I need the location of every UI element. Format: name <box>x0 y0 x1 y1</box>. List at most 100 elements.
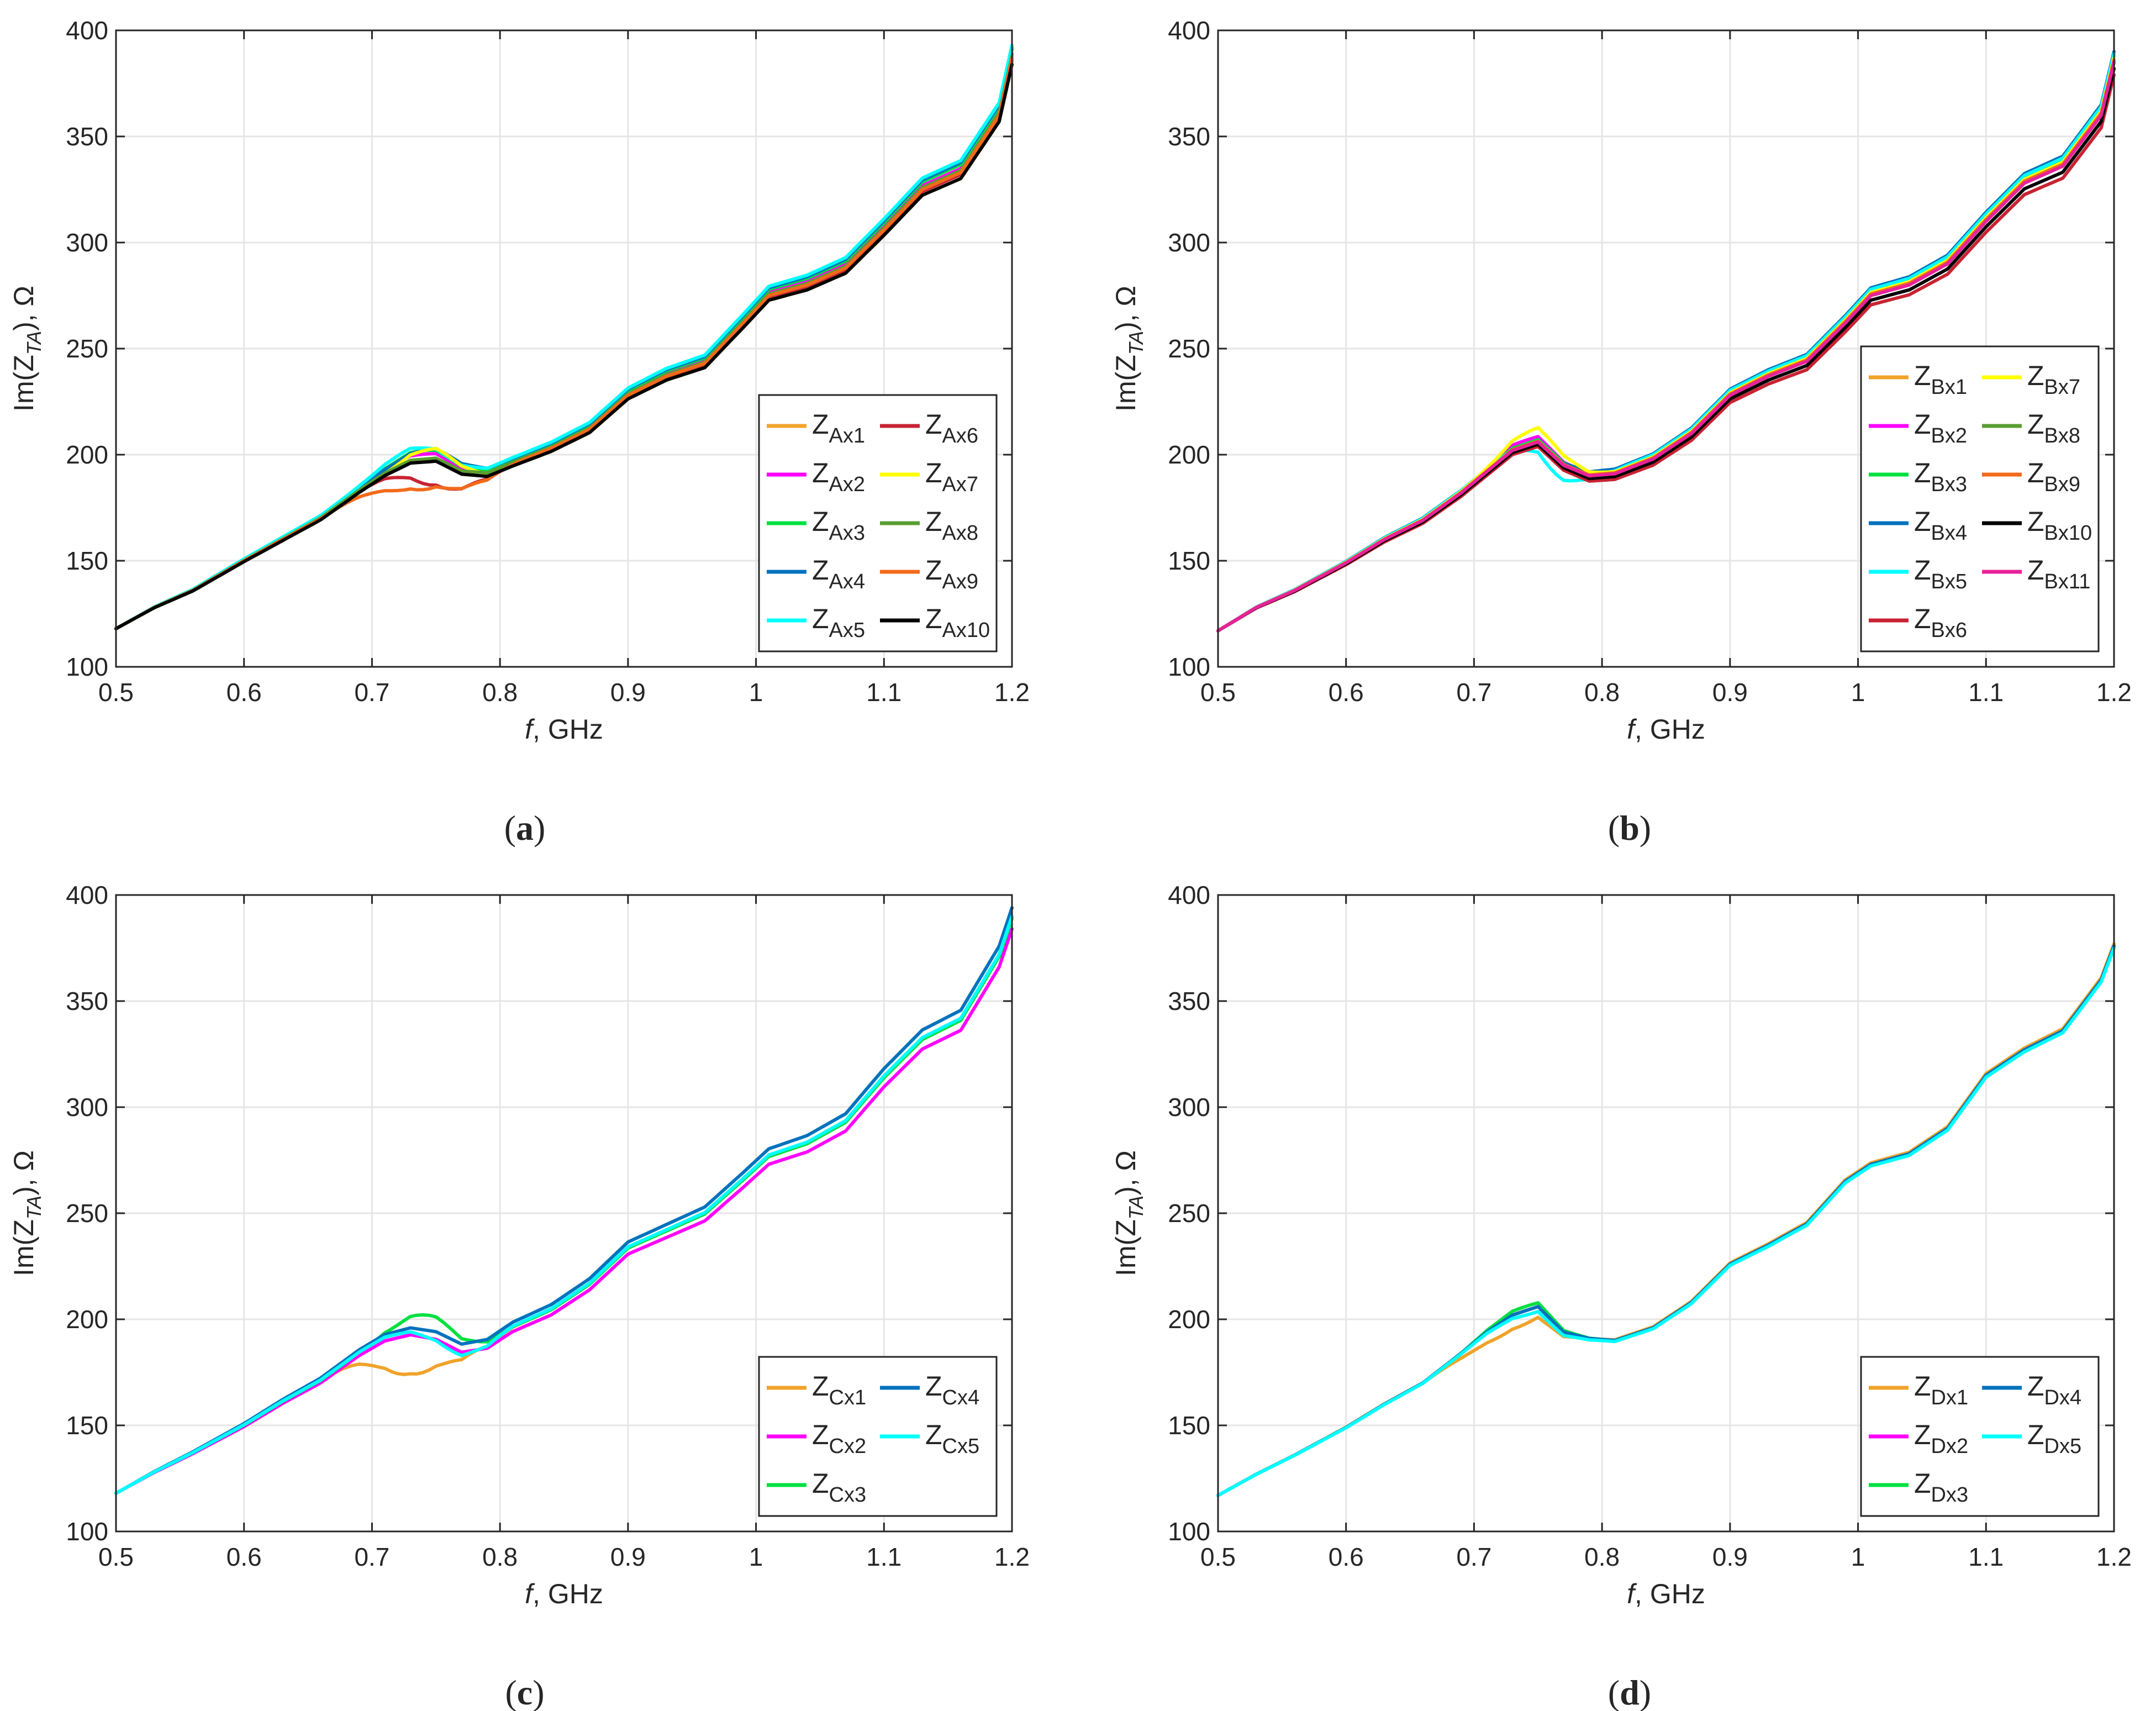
legend-label: ZDx2 <box>1914 1419 1968 1458</box>
legend-item: ZBx8 <box>1982 409 2080 448</box>
x-tick-label: 0.6 <box>226 1542 262 1571</box>
legend-label-sub: Cx2 <box>829 1435 867 1458</box>
legend-item: ZCx2 <box>767 1419 866 1458</box>
x-tick-label: 0.8 <box>482 1542 518 1571</box>
legend-label: ZDx4 <box>2027 1371 2081 1409</box>
x-tick-label: 1 <box>749 678 763 707</box>
x-tick-label: 1 <box>1851 678 1865 707</box>
legend-item: ZDx5 <box>1982 1419 2081 1458</box>
y-tick-label: 300 <box>66 228 108 257</box>
x-axis-label: f, GHz <box>1627 1578 1705 1609</box>
x-axis-label: f, GHz <box>1627 714 1705 745</box>
x-tick-label: 1.2 <box>2096 1542 2132 1571</box>
legend-label-main: Z <box>812 506 829 537</box>
legend-label: ZCx5 <box>925 1419 979 1458</box>
legend-label-main: Z <box>925 1419 942 1450</box>
legend-label-main: Z <box>925 506 942 537</box>
series-group <box>1216 50 2116 633</box>
legend-label-sub: Dx4 <box>2044 1386 2082 1409</box>
legend-item: ZCx4 <box>880 1371 979 1409</box>
legend-label: ZBx8 <box>2027 409 2080 448</box>
y-tick-label: 100 <box>66 652 108 681</box>
legend-label: ZCx2 <box>812 1419 866 1458</box>
x-tick-label: 0.6 <box>1329 1542 1364 1571</box>
legend-label-sub: Bx8 <box>2044 424 2080 448</box>
legend-label-sub: Ax5 <box>829 619 865 642</box>
legend-label: ZAx8 <box>925 506 978 545</box>
y-tick-label: 200 <box>1168 1305 1210 1334</box>
legend-label-main: Z <box>812 409 829 440</box>
legend-label-main: Z <box>1914 360 1931 391</box>
legend-label-sub: Bx9 <box>2044 473 2080 496</box>
legend-label-main: Z <box>812 603 829 634</box>
legend-label: ZAx3 <box>812 506 865 545</box>
caption-paren-open: ( <box>504 808 516 847</box>
y-tick-label: 100 <box>1168 652 1210 681</box>
caption-paren-close: ) <box>1640 808 1651 847</box>
legend-label-main: Z <box>2027 360 2044 391</box>
legend-item: ZAx10 <box>880 603 990 642</box>
legend-label-sub: Dx5 <box>2044 1435 2082 1458</box>
caption-paren-open: ( <box>1608 1673 1620 1711</box>
legend-label-main: Z <box>2027 1419 2044 1450</box>
x-tick-label: 0.9 <box>1712 678 1748 707</box>
legend-label-main: Z <box>2027 555 2044 586</box>
legend-label-sub: Ax6 <box>942 424 978 448</box>
legend-label: ZBx2 <box>1914 409 1967 448</box>
x-tick-label: 1 <box>749 1542 763 1571</box>
legend-label: ZBx3 <box>1914 457 1967 496</box>
caption-letter: c <box>517 1673 533 1711</box>
legend-item: ZBx1 <box>1869 360 1967 399</box>
x-axis-label: f, GHz <box>525 1578 603 1609</box>
legend-label-main: Z <box>925 555 942 586</box>
x-tick-label: 0.9 <box>610 1542 646 1571</box>
x-axis-label-unit: , GHz <box>533 714 603 745</box>
legend-label-main: Z <box>2027 1371 2044 1402</box>
legend-item: ZAx1 <box>767 409 865 448</box>
chart-panel-b: 0.5 0.6 0.7 0.8 0.9 1 1.1 1.2 100 150 200 250 300 350… <box>1110 16 2132 745</box>
x-tick-label: 1 <box>1851 1542 1865 1571</box>
legend-item: ZCx3 <box>767 1468 866 1507</box>
y-tick-label: 350 <box>66 987 108 1015</box>
legend-label-main: Z <box>812 555 829 586</box>
legend-item: ZAx4 <box>767 555 865 593</box>
y-tick-label: 250 <box>66 1199 108 1228</box>
legend: ZBx1ZBx2ZBx3ZBx4ZBx5ZBx6ZBx7ZBx8ZBx9ZBx1… <box>1860 345 2100 652</box>
legend-item: ZBx7 <box>1982 360 2080 399</box>
y-label-rest: ), Ω <box>8 1150 39 1196</box>
x-tick-label: 0.8 <box>482 678 518 707</box>
legend-label-sub: Ax8 <box>942 522 978 545</box>
series-group <box>114 43 1014 630</box>
legend-label-main: Z <box>1914 409 1931 440</box>
series-group <box>114 906 1014 1495</box>
x-tick-label: 0.8 <box>1584 1542 1620 1571</box>
legend-item: ZBx5 <box>1869 555 1967 593</box>
x-axis-label-unit: , GHz <box>1635 1578 1705 1609</box>
legend-label-main: Z <box>812 457 829 488</box>
y-label-subscript: TA <box>1125 331 1147 355</box>
legend-label-sub: Cx3 <box>829 1483 867 1507</box>
legend-label-main: Z <box>1914 1371 1931 1402</box>
x-tick-label: 1.2 <box>994 678 1030 707</box>
legend-label: ZAx10 <box>925 603 990 642</box>
legend-label: ZAx7 <box>925 457 978 496</box>
legend-item: ZBx3 <box>1869 457 1967 496</box>
legend-label-main: Z <box>925 1371 942 1402</box>
legend-label-sub: Bx3 <box>1931 473 1967 496</box>
legend-item: ZAx2 <box>767 457 865 496</box>
legend-label-main: Z <box>1914 603 1931 634</box>
y-label-subscript: TA <box>1125 1196 1147 1219</box>
legend-label-main: Z <box>812 1468 829 1499</box>
legend-label: ZAx4 <box>812 555 865 593</box>
series-line-ZBx11 <box>1216 60 2116 633</box>
panel-caption: (a) <box>504 808 546 847</box>
legend-label: ZAx9 <box>925 555 978 593</box>
y-tick-label: 300 <box>66 1093 108 1122</box>
y-axis-label: Im(ZTA), Ω <box>1110 1150 1147 1276</box>
legend-label: ZCx1 <box>812 1371 866 1409</box>
x-tick-label: 0.6 <box>1329 678 1364 707</box>
y-tick-label: 400 <box>1168 881 1210 909</box>
legend-label-sub: Cx4 <box>942 1386 980 1409</box>
